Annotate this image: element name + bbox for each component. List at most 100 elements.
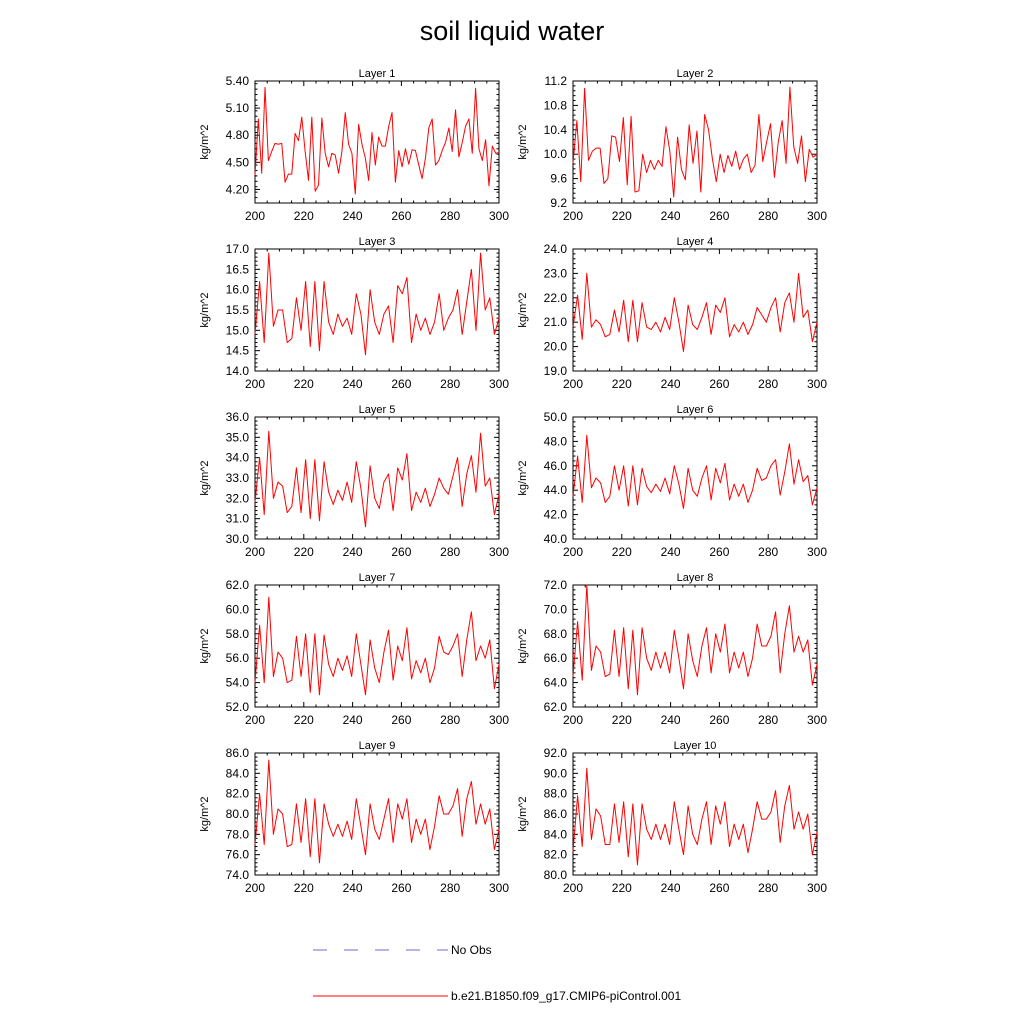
panel-2-ytick-label: 9.6 <box>550 172 567 186</box>
figure-title: soil liquid water <box>420 16 605 46</box>
panel-1-title: Layer 1 <box>359 68 396 80</box>
panel-8-ytick-label: 72.0 <box>544 578 568 592</box>
panel-6-ytick-label: 50.0 <box>544 410 568 424</box>
panel-5-xtick-label: 200 <box>245 545 265 559</box>
panel-9-frame <box>254 752 500 876</box>
panel-5-ytick-label: 33.0 <box>226 471 250 485</box>
panel-5-ytick-label: 32.0 <box>226 491 250 505</box>
panel-9-series-line <box>254 759 500 864</box>
panel-9-xtick-label: 280 <box>440 881 460 895</box>
panel-3-title: Layer 3 <box>359 236 396 248</box>
panel-7-ytick-label: 54.0 <box>226 676 250 690</box>
panel-7-xtick-label: 220 <box>294 713 314 727</box>
panel-8-series-line <box>572 584 818 696</box>
panel-8-ytick-label: 64.0 <box>544 676 568 690</box>
panel-10-xtick-label: 280 <box>758 881 778 895</box>
panel-10-xtick-label: 240 <box>661 881 681 895</box>
panel-7-frame <box>254 584 500 708</box>
panel-2-frame <box>572 80 818 204</box>
panel-1: Layer 1 kg/m^2 200 220 240 260 280 300 4.20 4.50 4… <box>199 68 509 223</box>
panel-5-xtick-label: 260 <box>391 545 411 559</box>
panel-5-series-line <box>254 430 500 528</box>
panel-8-ytick-label: 70.0 <box>544 602 568 616</box>
panel-5-ytick-label: 34.0 <box>226 451 250 465</box>
panel-9-xtick-label: 220 <box>294 881 314 895</box>
panel-3-ylabel: kg/m^2 <box>199 292 211 327</box>
panel-2-ytick-label: 10.4 <box>544 123 568 137</box>
panel-6-frame <box>572 416 818 540</box>
panel-5-ytick-label: 30.0 <box>226 532 250 546</box>
panel-3-ytick-label: 15.5 <box>226 303 250 317</box>
panel-7-ytick-label: 56.0 <box>226 651 250 665</box>
panel-2-series-line <box>572 86 818 198</box>
panel-7-series-line <box>254 596 500 696</box>
panel-9-ylabel: kg/m^2 <box>199 796 211 831</box>
panel-9-title: Layer 9 <box>359 740 396 752</box>
legend: No Obs b.e21.B1850.f09_g17.CMIP6-piContr… <box>313 943 681 1003</box>
panel-7-ytick-label: 60.0 <box>226 602 250 616</box>
panel-1-xtick-label: 260 <box>391 209 411 223</box>
panel-7: Layer 7 kg/m^2 200 220 240 260 280 300 52.0 54.0 5… <box>199 572 509 727</box>
panel-2-ylabel: kg/m^2 <box>517 124 529 159</box>
panel-3: Layer 3 kg/m^2 200 220 240 260 280 300 14.0 14.5 1… <box>199 236 509 391</box>
panel-6: Layer 6 kg/m^2 200 220 240 260 280 300 40.0 42.0 4… <box>517 404 827 559</box>
legend-item-model-run: b.e21.B1850.f09_g17.CMIP6-piControl.001 <box>313 989 681 1003</box>
panel-10-series-line <box>572 767 818 866</box>
panel-3-xtick-label: 300 <box>489 377 509 391</box>
panel-5-ylabel: kg/m^2 <box>199 460 211 495</box>
panel-7-xtick-label: 260 <box>391 713 411 727</box>
panel-5-frame <box>254 416 500 540</box>
panel-4-series-line <box>572 272 818 352</box>
panel-7-ytick-label: 62.0 <box>226 578 250 592</box>
panel-9-xtick-label: 200 <box>245 881 265 895</box>
legend-item-no-obs: No Obs <box>313 943 492 957</box>
panel-8-xtick-label: 280 <box>758 713 778 727</box>
panel-1-xtick-label: 200 <box>245 209 265 223</box>
panel-1-ytick-label: 4.80 <box>226 128 250 142</box>
panel-9-ytick-label: 82.0 <box>226 787 250 801</box>
panel-1-ylabel: kg/m^2 <box>199 124 211 159</box>
panel-6-xtick-label: 240 <box>661 545 681 559</box>
panel-1-ytick-label: 4.20 <box>226 182 250 196</box>
panel-2-xtick-label: 220 <box>612 209 632 223</box>
panel-7-ytick-label: 58.0 <box>226 627 250 641</box>
panel-10-ytick-label: 92.0 <box>544 746 568 760</box>
panel-6-ytick-label: 46.0 <box>544 459 568 473</box>
panel-10-frame <box>572 752 818 876</box>
panel-2-xtick-label: 200 <box>563 209 583 223</box>
panel-6-xtick-label: 300 <box>807 545 827 559</box>
panel-5-xtick-label: 220 <box>294 545 314 559</box>
panel-7-xtick-label: 240 <box>343 713 363 727</box>
panel-3-xtick-label: 200 <box>245 377 265 391</box>
panel-1-ytick-label: 4.50 <box>226 155 250 169</box>
panel-7-xtick-label: 200 <box>245 713 265 727</box>
panel-10-ylabel: kg/m^2 <box>517 796 529 831</box>
panel-3-xtick-label: 280 <box>440 377 460 391</box>
panel-4-title: Layer 4 <box>677 236 714 248</box>
panel-9-xtick-label: 300 <box>489 881 509 895</box>
panel-2-xtick-label: 300 <box>807 209 827 223</box>
panel-1-xtick-label: 300 <box>489 209 509 223</box>
panel-4-xtick-label: 240 <box>661 377 681 391</box>
panel-9-ytick-label: 86.0 <box>226 746 250 760</box>
panel-2-title: Layer 2 <box>677 68 714 80</box>
panel-3-frame <box>254 248 500 372</box>
panel-10-ytick-label: 86.0 <box>544 807 568 821</box>
panel-8-xtick-label: 260 <box>709 713 729 727</box>
panel-9-ytick-label: 74.0 <box>226 868 250 882</box>
panel-6-xtick-label: 200 <box>563 545 583 559</box>
panel-3-ytick-label: 15.0 <box>226 323 250 337</box>
panel-7-title: Layer 7 <box>359 572 396 584</box>
panel-3-xtick-label: 260 <box>391 377 411 391</box>
panel-5-ytick-label: 31.0 <box>226 512 250 526</box>
panel-3-ytick-label: 16.0 <box>226 283 250 297</box>
panel-8-ytick-label: 62.0 <box>544 700 568 714</box>
panel-4-xtick-label: 200 <box>563 377 583 391</box>
panel-10-xtick-label: 260 <box>709 881 729 895</box>
panel-4-ytick-label: 23.0 <box>544 266 568 280</box>
panel-8-ytick-label: 66.0 <box>544 651 568 665</box>
panel-2-ytick-label: 11.2 <box>545 74 568 88</box>
panel-10-title: Layer 10 <box>674 740 717 752</box>
panel-9-xtick-label: 260 <box>391 881 411 895</box>
panel-8-ytick-label: 68.0 <box>544 627 568 641</box>
